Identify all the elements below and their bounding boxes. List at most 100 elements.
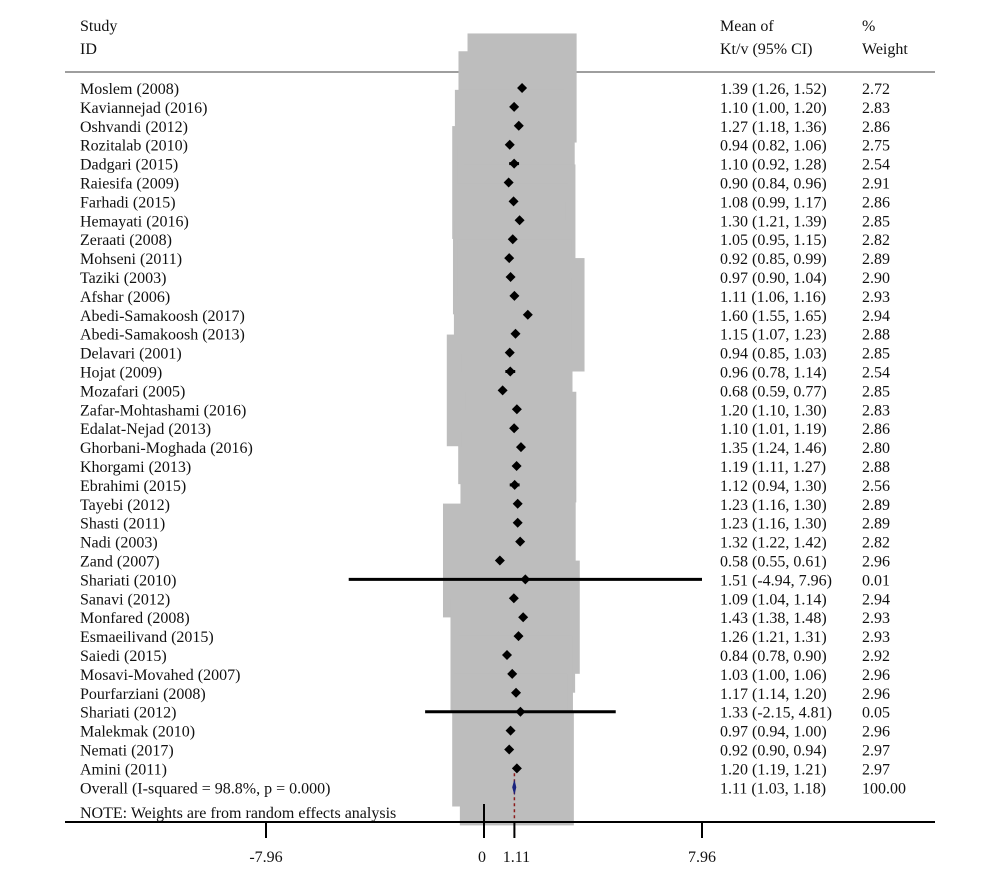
point-estimate [509,158,520,169]
study-labels: Moslem (2008) 1.39 (1.26, 1.52) 2.72 Kavian… [80,81,906,797]
effect-ci-label: 1.08 (0.99, 1.17) [720,194,827,211]
weight-label: 2.96 [862,554,890,571]
effect-ci-label: 1.27 (1.18, 1.36) [720,119,827,136]
point-estimate [513,120,524,131]
effect-ci-label: 1.10 (1.00, 1.20) [720,100,827,117]
effect-ci-label: 0.94 (0.85, 1.03) [720,346,827,363]
study-label: Oshvandi (2012) [80,119,188,136]
study-label: Malekmak (2010) [80,724,195,741]
point-estimate [505,366,516,377]
effect-ci-label: 1.05 (0.95, 1.15) [720,232,827,249]
weight-label: 2.91 [862,176,890,193]
effect-ci-label: 1.26 (1.21, 1.31) [720,629,827,646]
weight-label: 2.54 [862,157,890,174]
effect-ci-label: 1.51 (-4.94, 7.96) [720,572,832,589]
weight-label: 2.85 [862,346,890,363]
weight-header-line1: % [862,18,875,35]
effect-ci-label: 1.32 (1.22, 1.42) [720,535,827,552]
study-label: Ebrahimi (2015) [80,478,186,495]
weights-note: NOTE: Weights are from random effects an… [80,805,396,822]
overall-weight-label: 100.00 [862,780,906,797]
weight-label: 2.93 [862,289,890,306]
point-estimate [512,517,523,528]
effect-ci-label: 0.94 (0.82, 1.06) [720,138,827,155]
study-label: Shariati (2010) [80,572,176,589]
effect-ci-label: 1.10 (0.92, 1.28) [720,157,827,174]
weight-label: 2.97 [862,761,890,778]
weight-label: 2.80 [862,440,890,457]
study-label: Moslem (2008) [80,81,179,98]
point-estimate [515,442,526,453]
point-estimate [502,650,513,660]
study-label: Nemati (2017) [80,743,174,760]
point-estimate [507,234,518,245]
point-estimate [505,725,516,736]
effect-ci-label: 1.09 (1.04, 1.14) [720,591,827,608]
point-estimate [515,706,526,717]
effect-ci-label: 1.11 (1.06, 1.16) [720,289,826,306]
weight-label: 2.75 [862,138,890,155]
study-label: Khorgami (2013) [80,459,191,476]
study-label: Saiedi (2015) [80,648,167,665]
study-label: Shasti (2011) [80,516,165,533]
weight-label: 2.88 [862,459,890,476]
point-estimate [504,347,515,358]
study-label: Taziki (2003) [80,270,166,287]
effect-ci-label: 1.43 (1.38, 1.48) [720,610,827,627]
effect-ci-label: 1.23 (1.16, 1.30) [720,516,827,533]
study-label: Amini (2011) [80,761,167,778]
study-label: Zeraati (2008) [80,232,172,249]
effect-ci-label: 0.92 (0.85, 0.99) [720,251,827,268]
weight-label: 2.93 [862,610,890,627]
effect-ci-label: 1.20 (1.19, 1.21) [720,761,827,778]
point-estimate [494,555,505,566]
study-label: Zafar-Mohtashami (2016) [80,402,246,419]
point-estimate [509,101,520,112]
weight-label: 2.90 [862,270,890,287]
effect-ci-label: 1.39 (1.26, 1.52) [720,81,827,98]
id-header: ID [80,41,97,58]
weight-label: 2.94 [862,308,890,325]
weight-label: 2.97 [862,743,890,760]
effect-ci-label: 1.35 (1.24, 1.46) [720,440,827,457]
overall-diamond [512,779,517,796]
effect-ci-label: 0.97 (0.90, 1.04) [720,270,827,287]
point-estimate [522,309,533,320]
study-label: Zand (2007) [80,554,160,571]
effect-ci-label: 1.20 (1.10, 1.30) [720,402,827,419]
study-label: Farhadi (2015) [80,194,176,211]
point-estimate [520,574,531,585]
point-estimate [509,290,520,301]
x-tick-label: -7.96 [249,849,282,866]
effect-ci-label: 1.19 (1.11, 1.27) [720,459,826,476]
effect-ci-label: 0.68 (0.59, 0.77) [720,383,827,400]
weight-label: 2.86 [862,119,890,136]
weight-label: 2.86 [862,194,890,211]
effect-header-line1: Mean of [720,18,774,35]
weight-label: 2.85 [862,383,890,400]
weight-label: 2.93 [862,629,890,646]
study-label: Monfared (2008) [80,610,190,627]
study-label: Delavari (2001) [80,346,182,363]
effect-ci-label: 0.84 (0.78, 0.90) [720,648,827,665]
effect-ci-label: 1.12 (0.94, 1.30) [720,478,827,495]
study-label: Raiesifa (2009) [80,176,179,193]
point-estimate [513,631,524,642]
point-estimate [504,139,515,150]
effect-ci-label: 0.97 (0.94, 1.00) [720,724,827,741]
study-label: Mozafari (2005) [80,383,185,400]
weight-label: 2.83 [862,402,890,419]
study-label: Hemayati (2016) [80,213,189,230]
x-axis-ticks: -7.96 0 1.11 7.96 [249,822,716,866]
weight-label: 0.05 [862,705,890,722]
study-label: Mohseni (2011) [80,251,182,268]
weight-label: 2.83 [862,100,890,117]
point-estimate [504,253,515,264]
point-estimate [518,612,529,623]
point-estimate [503,177,514,188]
weight-label: 2.96 [862,667,890,684]
weight-label: 2.96 [862,686,890,703]
effect-ci-label: 1.03 (1.00, 1.06) [720,667,827,684]
study-header: Study [80,18,117,35]
point-estimate [512,498,523,509]
